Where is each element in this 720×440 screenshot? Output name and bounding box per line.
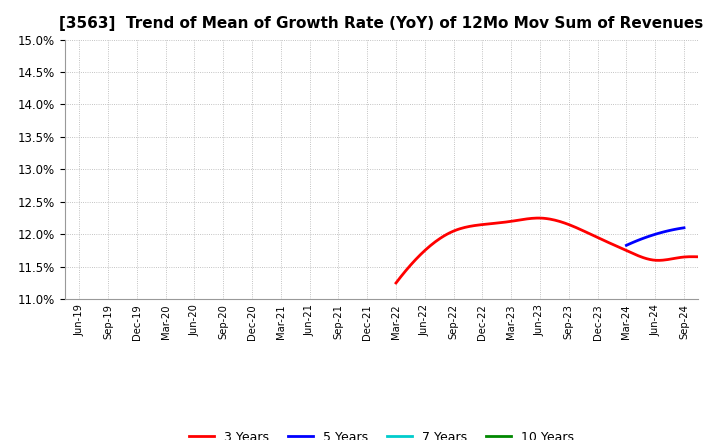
Legend: 3 Years, 5 Years, 7 Years, 10 Years: 3 Years, 5 Years, 7 Years, 10 Years — [184, 426, 579, 440]
Title: [3563]  Trend of Mean of Growth Rate (YoY) of 12Mo Mov Sum of Revenues: [3563] Trend of Mean of Growth Rate (YoY… — [60, 16, 703, 32]
